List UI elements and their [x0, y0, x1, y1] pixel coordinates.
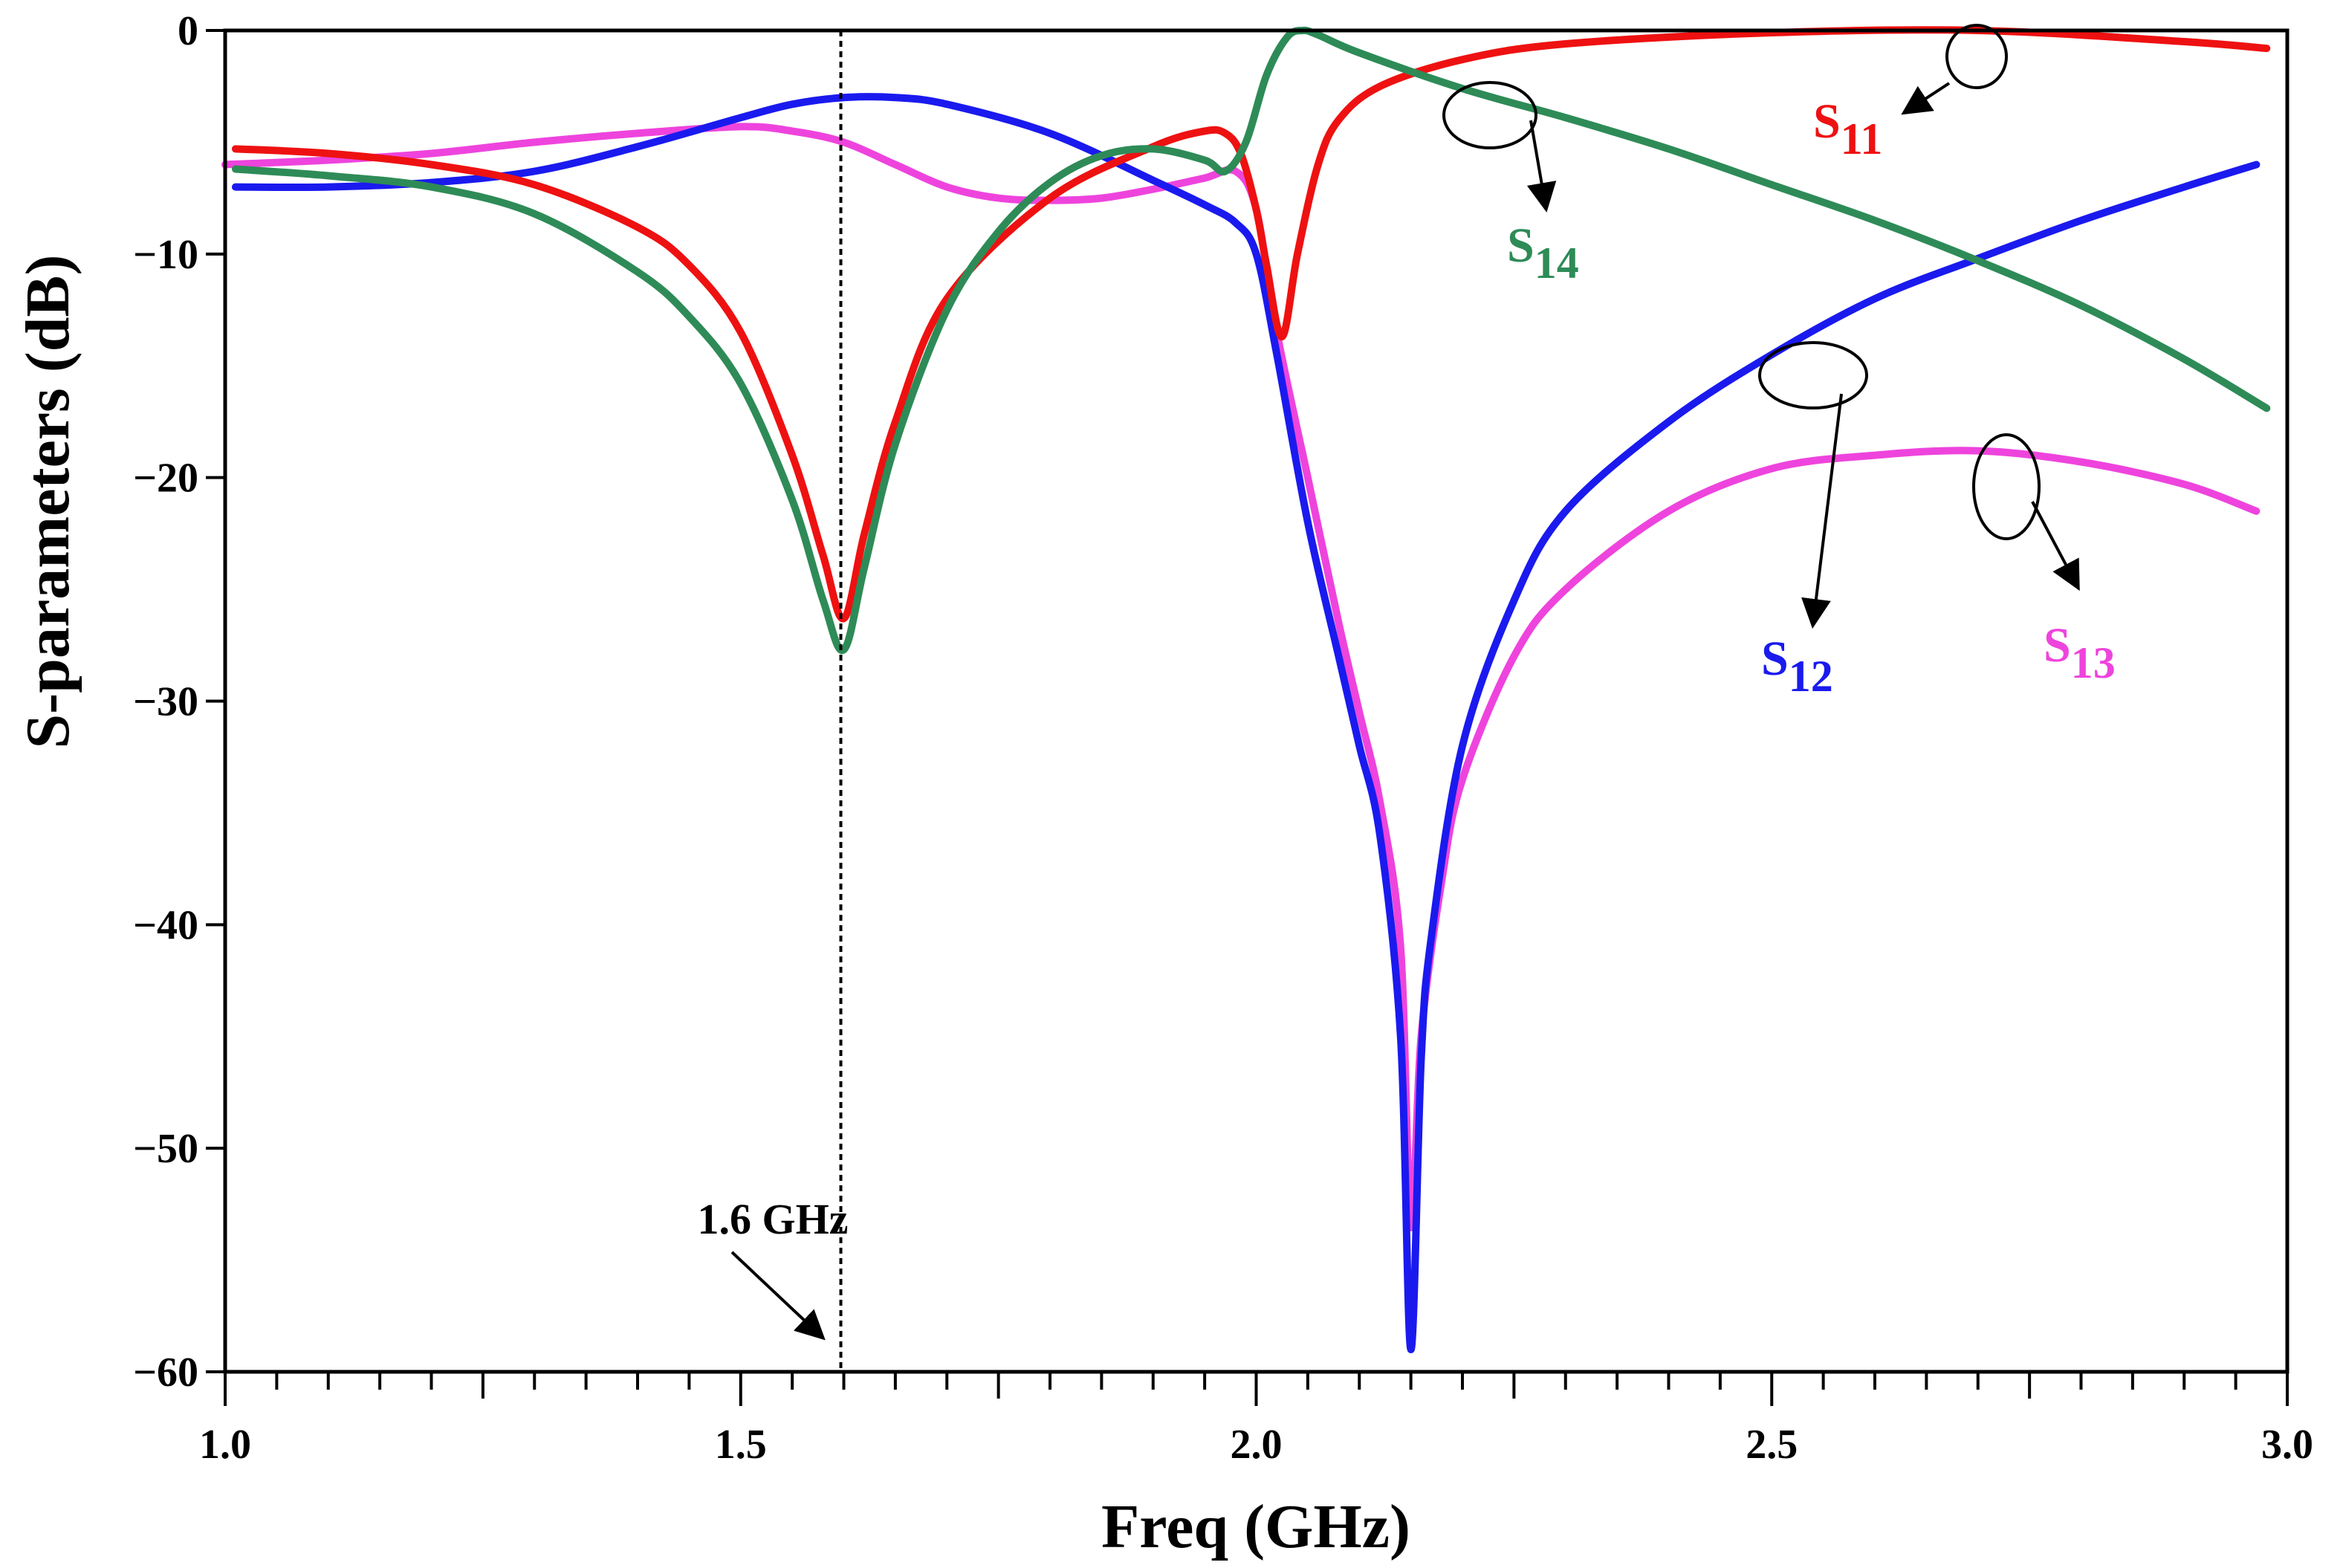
y-axis-title: S-parameters (dB): [13, 255, 82, 749]
annotation-ellipse-s14: [1442, 81, 1537, 149]
y-tick-label: −10: [133, 232, 198, 278]
series-layer: [221, 26, 2271, 1353]
annotation-ellipse-s11: [1945, 24, 2008, 89]
y-tick-label: −60: [133, 1350, 198, 1396]
y-tick-label: −20: [133, 456, 198, 502]
annotation-arrow-s13: [2031, 501, 2080, 592]
x-axis-title: Freq (GHz): [1101, 1492, 1410, 1561]
series-line-s14: [231, 26, 2271, 655]
x-tick-label: 1.0: [199, 1422, 251, 1468]
series-label-s12: S12: [1761, 632, 1833, 701]
annotation-arrow-s14: [1526, 120, 1557, 213]
series-line-s11: [231, 26, 2271, 623]
tick-layer: 1.0 1.5 2.0 2.5 3.0 0 −10 −20 −30 −40 −50 −60: [133, 8, 2313, 1468]
x-tick-label: 1.5: [715, 1422, 767, 1468]
series-label-s13: S13: [2044, 618, 2116, 687]
plot-frame: [223, 28, 2289, 1374]
series-line-s13: [221, 123, 2261, 1231]
annotation-ellipse-s12: [1758, 341, 1868, 409]
x-tick-label: 2.5: [1746, 1422, 1798, 1468]
series-line-s12: [231, 93, 2261, 1353]
x-tick-label: 3.0: [2261, 1422, 2313, 1468]
annotation-ellipse-s13: [1972, 433, 2041, 540]
y-tick-label: 0: [178, 8, 198, 54]
annotation-layer: 1.6 GHz S11 S12 S13 S14: [698, 24, 2116, 1341]
annotation-arrow-s12: [1801, 393, 1843, 629]
marker-label: 1.6 GHz: [698, 1195, 849, 1243]
marker-arrow: [730, 1251, 826, 1341]
x-tick-label: 2.0: [1231, 1422, 1283, 1468]
y-tick-label: −50: [133, 1126, 198, 1172]
y-tick-label: −30: [133, 679, 198, 725]
series-label-s11: S11: [1813, 94, 1882, 163]
annotation-arrow-s11: [1901, 82, 1951, 115]
y-tick-label: −40: [133, 902, 198, 948]
series-label-s14: S14: [1507, 218, 1579, 288]
